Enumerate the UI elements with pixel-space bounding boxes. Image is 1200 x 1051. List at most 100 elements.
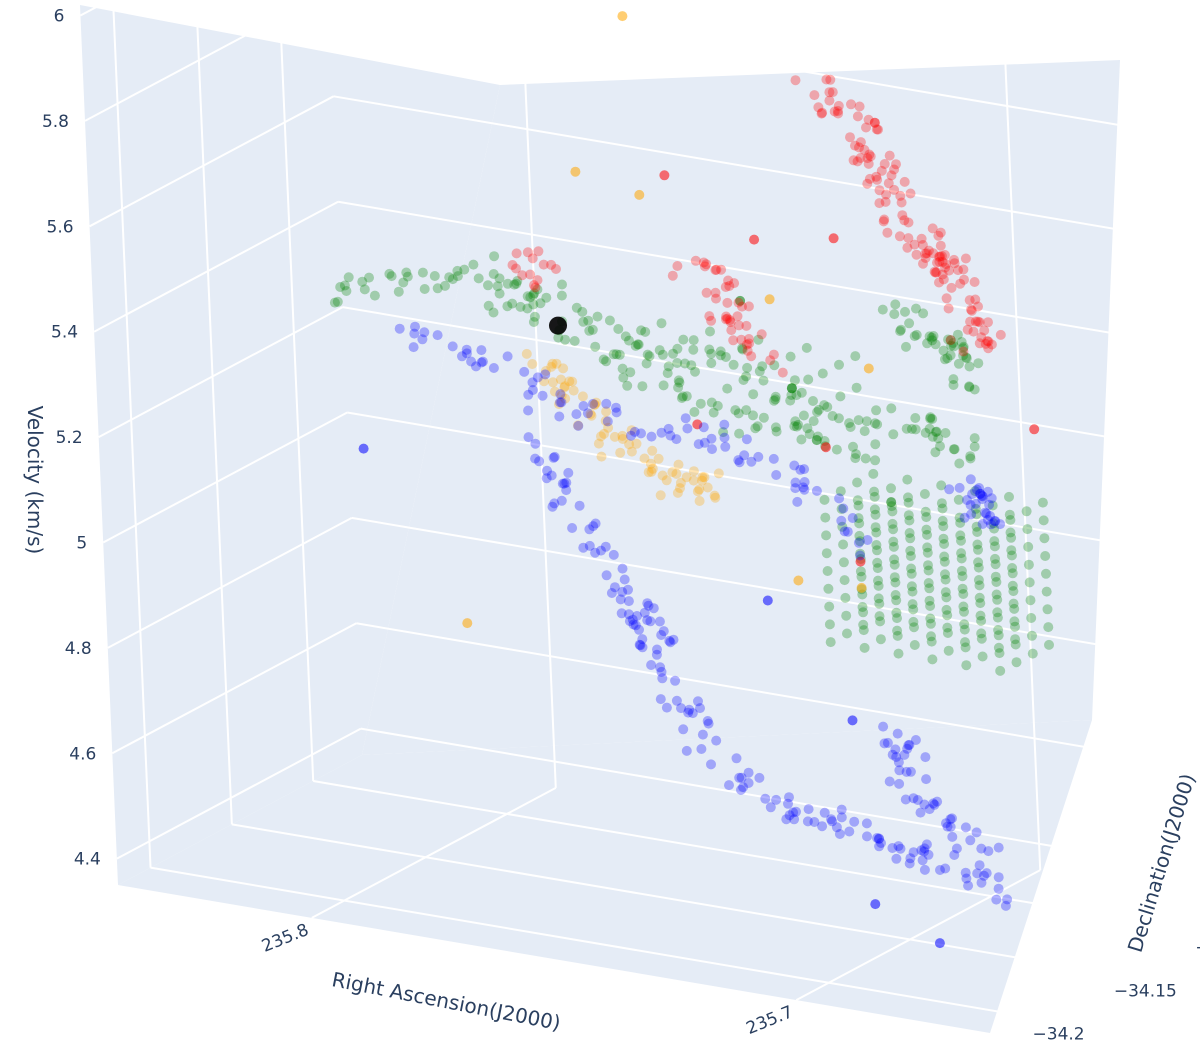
red-point <box>970 316 981 327</box>
green-point <box>801 342 812 353</box>
y-axis-title: Declination(J2000) <box>1123 771 1200 955</box>
green-point <box>896 324 906 335</box>
grid-line-z <box>356 622 1200 768</box>
green-point <box>958 341 969 352</box>
green-point <box>1011 657 1022 668</box>
green-point <box>924 331 935 342</box>
blue-point <box>855 550 866 561</box>
blue-point <box>571 409 582 420</box>
blue-point <box>602 416 613 427</box>
green-point <box>509 279 520 290</box>
green-point <box>959 624 970 635</box>
green-point <box>483 300 494 311</box>
orange-point <box>555 374 566 385</box>
green-point <box>791 421 802 432</box>
green-point <box>888 541 899 552</box>
blue-point <box>556 495 567 506</box>
blue-point <box>876 838 886 848</box>
green-point <box>925 413 936 424</box>
blue-point <box>892 728 903 739</box>
grid-line-z <box>93 200 339 333</box>
blue-point <box>637 634 648 645</box>
green-point <box>386 271 397 282</box>
green-point <box>459 264 470 275</box>
blue-point <box>532 372 543 383</box>
green-point <box>937 515 948 526</box>
blue-point <box>682 423 693 434</box>
green-point <box>855 566 866 577</box>
red-point <box>949 254 959 265</box>
blue-point <box>646 660 657 670</box>
blue-point <box>634 624 644 635</box>
green-point <box>924 423 935 434</box>
red-point <box>935 240 946 251</box>
blue-point <box>573 420 584 431</box>
blue-point <box>995 519 1006 530</box>
green-point <box>889 554 900 565</box>
green-point <box>857 602 868 612</box>
red-point <box>852 111 863 122</box>
green-point <box>489 251 500 262</box>
green-point <box>686 360 697 371</box>
green-point <box>922 542 933 553</box>
green-point <box>975 598 986 609</box>
blue-point <box>984 499 995 510</box>
green-point <box>808 396 818 406</box>
blue-point <box>861 818 872 829</box>
blue-point <box>608 549 619 560</box>
green-point <box>924 583 935 594</box>
green-point <box>672 358 683 368</box>
green-point <box>1023 559 1034 570</box>
green-point <box>332 296 343 307</box>
green-point <box>840 592 851 603</box>
blue-point <box>646 431 657 442</box>
red-point <box>711 264 722 275</box>
red-point <box>937 257 948 267</box>
green-point <box>587 324 598 335</box>
orange-point <box>710 492 721 503</box>
red-point <box>983 343 994 354</box>
green-point <box>844 418 855 429</box>
blue-point <box>981 868 992 879</box>
blue-point <box>733 455 744 466</box>
green-point <box>769 395 779 406</box>
green-point <box>722 383 733 394</box>
blue-point <box>743 778 754 788</box>
red-point <box>864 149 875 160</box>
blue-point <box>687 708 698 719</box>
red-point <box>725 317 736 328</box>
red-point <box>749 234 760 245</box>
green-point <box>557 279 567 290</box>
green-point <box>357 276 368 287</box>
blue-point <box>954 482 965 493</box>
blue-point <box>905 766 916 777</box>
green-point <box>953 494 964 505</box>
blue-point <box>546 470 557 481</box>
green-point <box>935 441 945 452</box>
green-point <box>956 553 967 564</box>
green-point <box>706 348 717 359</box>
blue-point <box>457 351 467 362</box>
green-point <box>752 421 763 432</box>
blue-point <box>977 491 988 502</box>
blue-point <box>974 483 985 493</box>
green-point <box>604 315 615 326</box>
blue-point <box>615 594 626 605</box>
green-point <box>529 288 540 299</box>
blue-point <box>664 635 675 646</box>
blue-point <box>655 662 666 673</box>
blue-point <box>963 880 974 891</box>
green-point <box>955 530 966 541</box>
blue-point <box>643 600 654 611</box>
red-point <box>940 262 951 273</box>
orange-point <box>657 470 668 481</box>
grid-line-z <box>84 0 315 122</box>
orange-point <box>568 385 579 396</box>
y-tick-label: −34.1 <box>1195 938 1200 958</box>
green-point <box>970 486 981 497</box>
red-point <box>889 164 900 175</box>
blue-point <box>678 724 689 735</box>
blue-point <box>942 821 953 832</box>
green-point <box>910 424 921 435</box>
